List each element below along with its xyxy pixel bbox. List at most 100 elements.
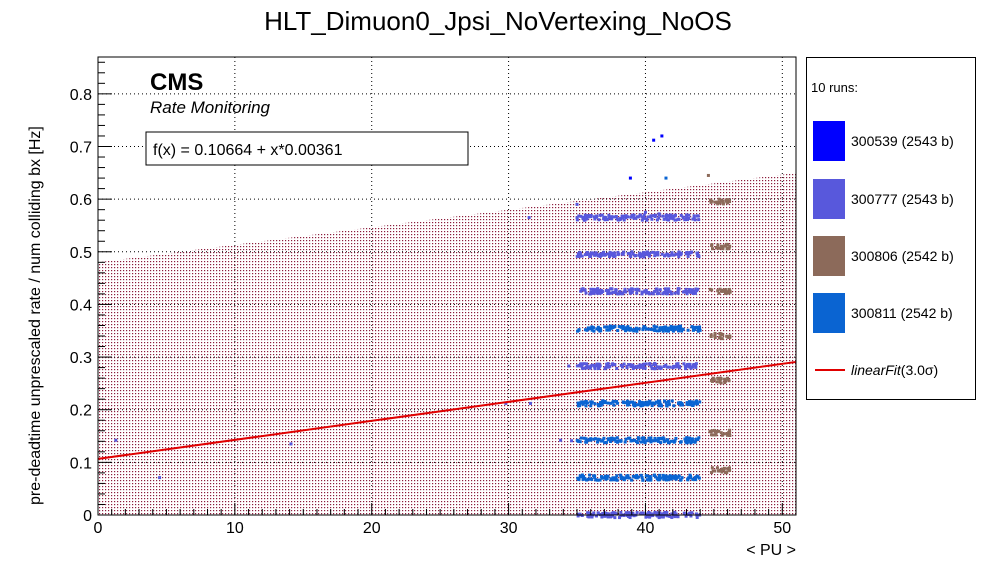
data-point [713, 469, 717, 473]
data-point [622, 218, 626, 222]
data-point [719, 431, 723, 435]
data-point [584, 404, 588, 408]
data-point [710, 429, 714, 433]
data-point [642, 366, 646, 370]
data-point [674, 476, 678, 480]
data-point [685, 292, 689, 296]
data-point [591, 252, 595, 256]
data-point [726, 291, 730, 295]
data-point [660, 134, 664, 138]
data-point [629, 439, 633, 443]
data-point [683, 218, 687, 222]
data-point [620, 216, 624, 220]
data-point [622, 290, 626, 294]
data-point [715, 380, 719, 384]
data-point [686, 218, 690, 222]
data-point [615, 400, 619, 404]
data-point [650, 291, 654, 295]
data-point [720, 288, 724, 292]
data-point [596, 289, 600, 293]
data-point [657, 216, 661, 220]
data-point [641, 438, 645, 442]
data-point [631, 511, 635, 515]
data-point [639, 404, 643, 408]
data-point [661, 326, 665, 330]
data-point [674, 436, 678, 440]
data-point [607, 291, 611, 295]
data-point [715, 200, 719, 204]
data-point [686, 477, 690, 481]
y-tick-label: 0.8 [70, 87, 92, 104]
data-point [671, 217, 675, 221]
data-point [624, 437, 628, 441]
data-point [640, 254, 644, 258]
data-point [609, 401, 613, 405]
data-point [648, 438, 652, 442]
data-point [616, 440, 620, 444]
data-point [689, 402, 693, 406]
data-point [626, 251, 630, 255]
data-point [719, 244, 723, 248]
data-point [580, 366, 584, 370]
data-point [594, 290, 598, 294]
data-point [607, 328, 611, 332]
data-point [695, 251, 699, 255]
data-point [612, 478, 616, 482]
data-point [695, 515, 699, 519]
data-point [688, 400, 692, 404]
data-point [647, 511, 651, 515]
data-point [635, 511, 639, 515]
data-point [582, 366, 586, 370]
data-point [659, 441, 663, 445]
data-point [684, 287, 688, 291]
data-point [692, 289, 696, 293]
data-point [669, 292, 673, 296]
data-point [718, 468, 722, 472]
data-point [600, 515, 604, 519]
data-point [586, 327, 590, 331]
data-point [647, 437, 651, 441]
data-point [612, 255, 616, 259]
data-point [607, 213, 611, 217]
data-point [697, 436, 701, 440]
data-point [604, 215, 608, 219]
data-point [711, 247, 715, 251]
data-point [691, 404, 695, 408]
data-point [697, 218, 701, 222]
legend-label-300539: 300539 (2543 b) [851, 133, 954, 149]
data-point [668, 253, 672, 257]
data-point [606, 362, 610, 366]
data-point [685, 216, 689, 220]
data-points [114, 134, 732, 520]
data-point [593, 474, 597, 478]
data-point [653, 251, 657, 255]
data-point [653, 402, 657, 406]
data-point [663, 327, 667, 331]
data-point [583, 401, 587, 405]
data-point [638, 251, 642, 255]
data-point [614, 439, 618, 443]
legend-label-linear-fit-name: linearFit [851, 362, 901, 378]
data-point [580, 473, 584, 477]
data-point [504, 401, 508, 405]
data-point [567, 364, 571, 368]
data-point [588, 473, 592, 477]
data-point [691, 365, 695, 369]
data-point [582, 362, 586, 366]
data-point [657, 516, 661, 520]
data-point [611, 438, 615, 442]
data-point [710, 199, 714, 203]
x-tick-label: 30 [500, 520, 518, 537]
data-point [599, 288, 603, 292]
data-point [648, 399, 652, 403]
data-point [720, 433, 724, 437]
data-point [596, 287, 600, 291]
data-point [728, 244, 732, 248]
data-point [670, 253, 674, 257]
data-point [674, 512, 678, 516]
data-point [609, 326, 613, 330]
data-point [684, 440, 688, 444]
data-point [595, 514, 599, 518]
data-point [677, 327, 681, 331]
data-point [722, 432, 726, 436]
